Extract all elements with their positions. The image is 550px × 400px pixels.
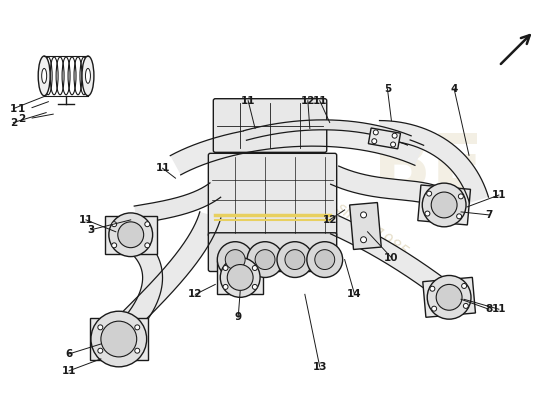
Text: 12: 12 <box>188 289 202 299</box>
Text: BE: BE <box>373 131 483 205</box>
Text: 10: 10 <box>384 252 399 262</box>
Polygon shape <box>379 120 488 203</box>
Bar <box>105 216 157 254</box>
Circle shape <box>361 212 366 218</box>
Text: a passion since 1985: a passion since 1985 <box>271 156 411 260</box>
Bar <box>368 128 400 149</box>
Circle shape <box>135 348 140 353</box>
Circle shape <box>361 237 366 243</box>
Text: 1: 1 <box>18 104 25 114</box>
Circle shape <box>430 286 435 291</box>
Circle shape <box>392 133 397 138</box>
Circle shape <box>456 214 461 219</box>
Text: 9: 9 <box>235 312 242 322</box>
Bar <box>423 277 475 317</box>
Circle shape <box>372 139 377 144</box>
Polygon shape <box>170 124 424 175</box>
Circle shape <box>226 250 245 270</box>
Circle shape <box>458 194 463 199</box>
Text: 2: 2 <box>18 114 25 124</box>
Circle shape <box>431 192 457 218</box>
Circle shape <box>436 284 462 310</box>
Ellipse shape <box>42 68 47 83</box>
Ellipse shape <box>85 68 90 83</box>
Circle shape <box>373 130 378 135</box>
Polygon shape <box>331 166 449 208</box>
Polygon shape <box>331 216 455 302</box>
Polygon shape <box>123 212 221 327</box>
Circle shape <box>223 284 228 289</box>
Polygon shape <box>244 120 411 145</box>
Circle shape <box>427 191 432 196</box>
Circle shape <box>422 183 466 227</box>
Text: 3: 3 <box>87 225 95 235</box>
Polygon shape <box>125 232 163 325</box>
Text: 14: 14 <box>347 289 362 299</box>
Text: 11: 11 <box>312 96 327 106</box>
Circle shape <box>223 266 228 270</box>
Circle shape <box>112 243 117 248</box>
Text: 11: 11 <box>492 190 506 200</box>
Text: 11: 11 <box>79 215 93 225</box>
Circle shape <box>463 304 469 308</box>
Circle shape <box>91 311 147 367</box>
Circle shape <box>98 325 103 330</box>
Circle shape <box>285 250 305 270</box>
Bar <box>418 185 470 225</box>
Circle shape <box>432 306 437 311</box>
Text: 13: 13 <box>312 362 327 372</box>
FancyBboxPatch shape <box>213 99 327 152</box>
Circle shape <box>461 284 466 288</box>
Text: 1: 1 <box>10 104 17 114</box>
Circle shape <box>217 242 253 278</box>
Text: 6: 6 <box>65 349 73 359</box>
Circle shape <box>247 242 283 278</box>
Circle shape <box>101 321 137 357</box>
Circle shape <box>135 325 140 330</box>
Circle shape <box>252 284 257 289</box>
Circle shape <box>112 222 117 227</box>
FancyBboxPatch shape <box>208 233 337 272</box>
Text: 12: 12 <box>301 96 315 106</box>
Circle shape <box>307 242 343 278</box>
Circle shape <box>277 242 313 278</box>
Circle shape <box>252 266 257 270</box>
Circle shape <box>427 276 471 319</box>
Text: 5: 5 <box>384 84 391 94</box>
Bar <box>90 318 147 360</box>
Text: 4: 4 <box>450 84 458 94</box>
Circle shape <box>315 250 335 270</box>
Text: 11: 11 <box>62 366 76 376</box>
Ellipse shape <box>38 56 50 96</box>
Text: 7: 7 <box>485 210 493 220</box>
Text: 8: 8 <box>485 304 493 314</box>
Circle shape <box>255 250 275 270</box>
Circle shape <box>109 213 152 257</box>
Circle shape <box>227 264 253 290</box>
Circle shape <box>425 211 430 216</box>
FancyBboxPatch shape <box>208 153 337 237</box>
Circle shape <box>145 222 150 227</box>
Text: 11: 11 <box>492 304 506 314</box>
Circle shape <box>145 243 150 248</box>
Text: 11: 11 <box>241 96 255 106</box>
Text: 2: 2 <box>10 118 17 128</box>
Text: 12: 12 <box>322 215 337 225</box>
Bar <box>350 202 381 250</box>
Bar <box>217 260 263 294</box>
Polygon shape <box>134 183 221 224</box>
Circle shape <box>118 222 144 248</box>
Text: 11: 11 <box>155 163 170 173</box>
Circle shape <box>390 142 395 147</box>
Circle shape <box>221 258 260 297</box>
Circle shape <box>98 348 103 353</box>
Ellipse shape <box>82 56 94 96</box>
